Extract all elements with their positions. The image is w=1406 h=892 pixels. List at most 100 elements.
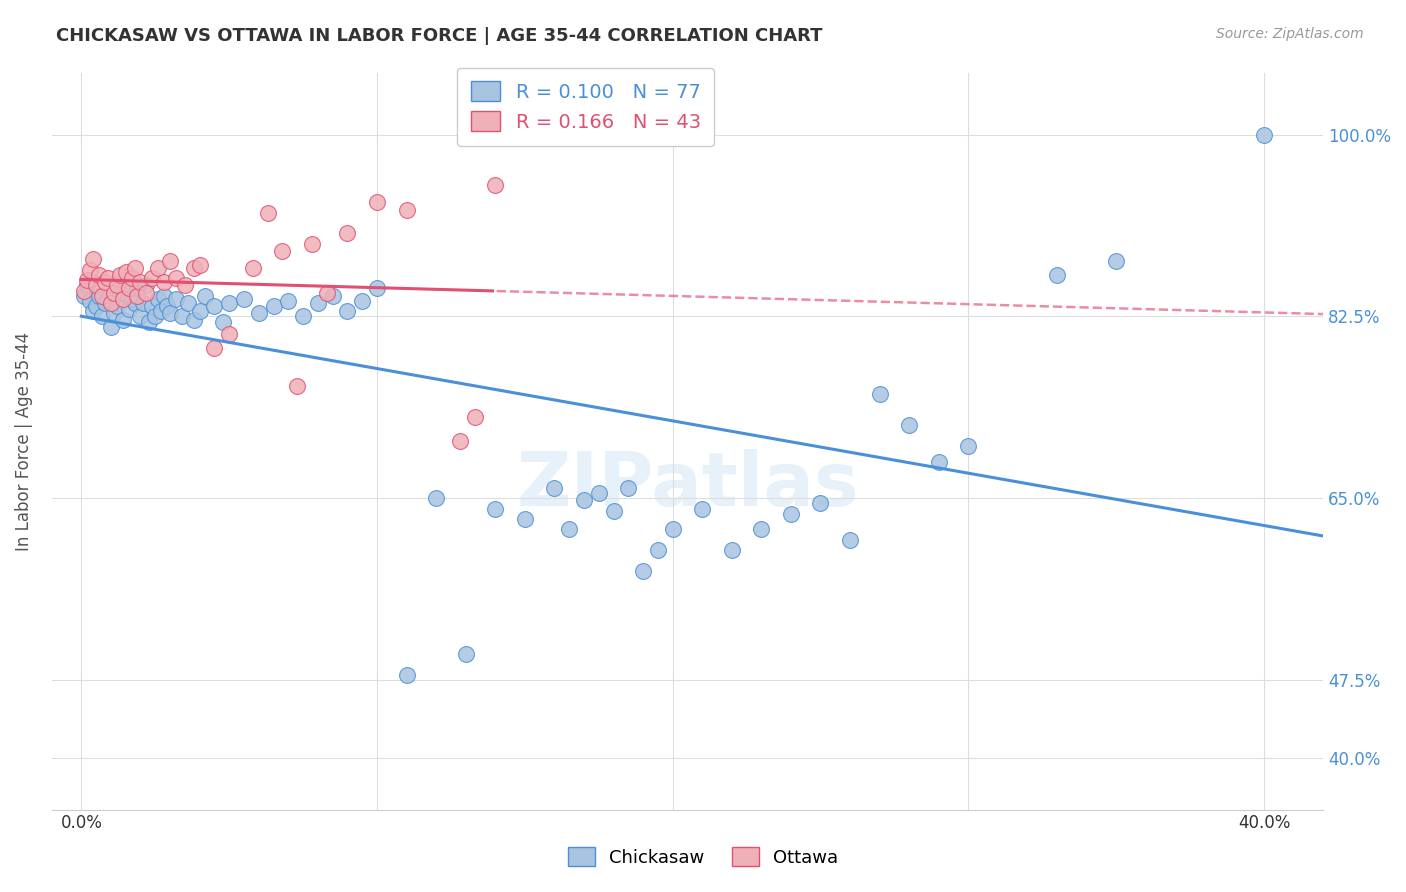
- Legend: R = 0.100   N = 77, R = 0.166   N = 43: R = 0.100 N = 77, R = 0.166 N = 43: [457, 68, 714, 145]
- Point: [156, 299, 179, 313]
- Point: [82, 252, 104, 267]
- Point: [572, 493, 595, 508]
- Point: [135, 285, 157, 300]
- Point: [690, 501, 713, 516]
- Point: [129, 310, 152, 324]
- Point: [148, 292, 170, 306]
- Point: [336, 227, 359, 241]
- Point: [100, 319, 122, 334]
- Point: [84, 278, 107, 293]
- Point: [84, 299, 107, 313]
- Point: [117, 281, 139, 295]
- Point: [141, 271, 163, 285]
- Point: [82, 304, 104, 318]
- Point: [188, 304, 211, 318]
- Point: [132, 296, 155, 310]
- Point: [464, 410, 486, 425]
- Point: [73, 289, 96, 303]
- Point: [232, 292, 254, 306]
- Point: [869, 387, 891, 401]
- Point: [449, 434, 471, 448]
- Point: [117, 302, 139, 317]
- Point: [87, 289, 110, 303]
- Point: [631, 564, 654, 578]
- Point: [94, 296, 117, 310]
- Point: [73, 284, 96, 298]
- Point: [153, 275, 176, 289]
- Point: [617, 481, 640, 495]
- Point: [352, 293, 374, 308]
- Point: [202, 341, 225, 355]
- Point: [165, 271, 187, 285]
- Point: [79, 273, 101, 287]
- Point: [425, 491, 447, 505]
- Point: [647, 543, 669, 558]
- Point: [159, 254, 181, 268]
- Point: [1253, 128, 1275, 142]
- Point: [135, 278, 157, 293]
- Point: [183, 312, 205, 326]
- Point: [108, 268, 131, 282]
- Point: [91, 310, 114, 324]
- Point: [111, 292, 134, 306]
- Point: [105, 278, 128, 293]
- Point: [454, 647, 477, 661]
- Point: [285, 379, 308, 393]
- Point: [484, 178, 506, 192]
- Point: [76, 278, 98, 293]
- Point: [108, 285, 131, 300]
- Point: [661, 522, 683, 536]
- Point: [202, 299, 225, 313]
- Point: [212, 315, 235, 329]
- Point: [121, 271, 143, 285]
- Point: [242, 260, 264, 275]
- Point: [218, 327, 240, 342]
- Point: [263, 299, 285, 313]
- Y-axis label: In Labor Force | Age 35-44: In Labor Force | Age 35-44: [15, 332, 32, 550]
- Point: [484, 501, 506, 516]
- Point: [256, 205, 278, 219]
- Point: [159, 306, 181, 320]
- Point: [103, 306, 125, 320]
- Point: [173, 278, 195, 293]
- Text: ZIPatlas: ZIPatlas: [516, 449, 859, 522]
- Point: [153, 289, 176, 303]
- Point: [97, 271, 120, 285]
- Point: [129, 275, 152, 289]
- Point: [1105, 254, 1128, 268]
- Point: [194, 289, 217, 303]
- Point: [97, 292, 120, 306]
- Point: [898, 418, 921, 433]
- Point: [513, 512, 536, 526]
- Point: [94, 275, 117, 289]
- Point: [105, 299, 128, 313]
- Point: [127, 281, 149, 295]
- Point: [322, 289, 344, 303]
- Point: [1046, 268, 1069, 282]
- Point: [247, 306, 270, 320]
- Point: [810, 496, 832, 510]
- Point: [150, 304, 173, 318]
- Point: [395, 202, 418, 217]
- Point: [91, 289, 114, 303]
- Point: [183, 260, 205, 275]
- Point: [602, 503, 624, 517]
- Point: [79, 262, 101, 277]
- Text: CHICKASAW VS OTTAWA IN LABOR FORCE | AGE 35-44 CORRELATION CHART: CHICKASAW VS OTTAWA IN LABOR FORCE | AGE…: [56, 27, 823, 45]
- Point: [127, 289, 149, 303]
- Point: [292, 310, 315, 324]
- Point: [543, 481, 565, 495]
- Point: [271, 244, 294, 258]
- Point: [165, 292, 187, 306]
- Point: [79, 293, 101, 308]
- Point: [100, 296, 122, 310]
- Point: [366, 195, 388, 210]
- Point: [839, 533, 862, 547]
- Point: [143, 310, 166, 324]
- Point: [277, 293, 299, 308]
- Point: [588, 486, 610, 500]
- Point: [307, 296, 329, 310]
- Point: [148, 260, 170, 275]
- Point: [780, 507, 803, 521]
- Point: [301, 236, 323, 251]
